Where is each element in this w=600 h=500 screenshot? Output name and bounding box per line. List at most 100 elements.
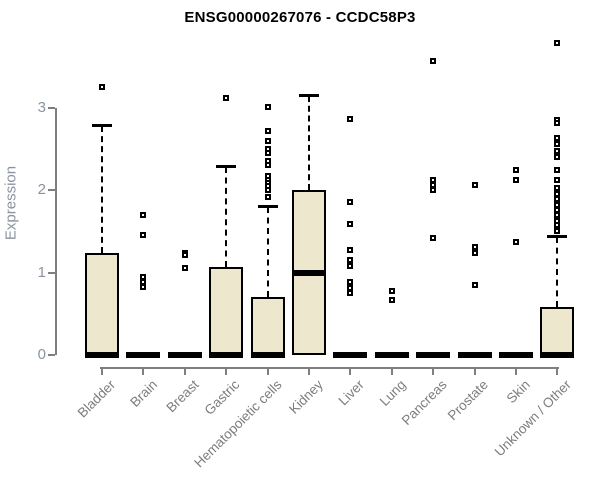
x-axis-tick xyxy=(349,369,352,375)
outlier-point xyxy=(347,198,354,205)
outlier-point xyxy=(554,154,561,161)
outlier-point xyxy=(554,134,561,141)
outlier-point xyxy=(554,147,561,154)
x-axis-tick xyxy=(308,369,310,375)
outlier-point xyxy=(388,287,395,294)
outlier-point xyxy=(181,264,188,271)
outlier-point xyxy=(554,196,561,203)
outlier-point xyxy=(554,166,561,173)
outlier-point xyxy=(554,184,561,191)
x-category-label-text: Skin xyxy=(503,377,533,407)
x-category-label-text: Prostate xyxy=(445,377,492,424)
whisker-cap xyxy=(299,93,319,97)
x-axis-tick xyxy=(473,369,476,375)
y-tick-label: 2 xyxy=(37,181,46,199)
whisker-cap xyxy=(547,235,568,239)
y-tick-label: 0 xyxy=(37,346,46,363)
outlier-point xyxy=(264,137,271,144)
outlier-point xyxy=(513,166,519,173)
y-axis-tick xyxy=(48,189,55,192)
y-axis-tick xyxy=(48,271,55,274)
whisker-line xyxy=(308,95,310,191)
y-tick-label: 1 xyxy=(37,263,46,281)
whisker-line xyxy=(556,237,559,308)
x-axis-tick xyxy=(515,369,517,375)
x-axis-tick xyxy=(556,369,559,375)
x-axis-tick xyxy=(390,369,393,375)
outlier-point xyxy=(140,212,147,219)
outlier-point xyxy=(388,296,395,303)
median-line xyxy=(209,352,244,358)
whisker-cap xyxy=(257,204,278,208)
outlier-point xyxy=(471,282,478,289)
x-axis-tick xyxy=(266,369,269,375)
outlier-point xyxy=(264,186,271,193)
outlier-point xyxy=(347,115,354,122)
outlier-point xyxy=(181,252,188,259)
median-line xyxy=(540,352,575,358)
outlier-point xyxy=(264,161,271,168)
outlier-point xyxy=(347,221,354,228)
whisker-line xyxy=(101,126,103,253)
outlier-point xyxy=(264,128,271,135)
x-category-label-text: Breast xyxy=(163,377,202,416)
x-category-label-text: Unknown / Other xyxy=(491,377,574,460)
median-line xyxy=(457,352,492,358)
x-axis-tick xyxy=(142,369,145,375)
outlier-point xyxy=(99,83,105,90)
outlier-point xyxy=(554,212,561,219)
outlier-point xyxy=(554,119,561,126)
x-category-label-text: Kidney xyxy=(285,377,326,417)
outlier-point xyxy=(140,278,147,285)
median-line xyxy=(333,352,368,358)
whisker-cap xyxy=(216,165,237,169)
outlier-point xyxy=(554,221,561,228)
outlier-point xyxy=(554,227,561,234)
x-axis-tick xyxy=(183,369,186,375)
y-axis-tick xyxy=(48,107,55,109)
outlier-point xyxy=(223,95,230,102)
median-line xyxy=(167,352,202,358)
median-line xyxy=(416,352,451,358)
x-axis-tick xyxy=(101,369,103,375)
outlier-point xyxy=(264,150,271,157)
x-category-label-text: Gastric xyxy=(201,377,243,418)
median-line xyxy=(85,352,119,358)
outlier-point xyxy=(430,58,437,65)
outlier-point xyxy=(471,244,478,251)
whisker-cap xyxy=(92,124,112,128)
outlier-point xyxy=(471,181,478,188)
outlier-point xyxy=(554,190,561,197)
outlier-point xyxy=(140,284,147,291)
median-line xyxy=(499,352,533,358)
outlier-point xyxy=(554,39,561,46)
outlier-point xyxy=(471,249,478,256)
median-line xyxy=(250,352,285,358)
outlier-point xyxy=(347,263,354,270)
box xyxy=(85,252,119,355)
x-category-label-text: Liver xyxy=(335,377,367,409)
outlier-point xyxy=(347,278,354,285)
x-axis-line xyxy=(100,367,559,369)
outlier-point xyxy=(264,193,271,200)
outlier-point xyxy=(513,239,519,246)
median-line xyxy=(374,352,409,358)
outlier-point xyxy=(554,176,561,183)
whisker-line xyxy=(225,167,228,267)
y-axis-tick xyxy=(48,354,55,356)
median-line xyxy=(126,352,161,358)
box xyxy=(540,307,575,355)
outlier-point xyxy=(347,246,354,253)
outlier-point xyxy=(554,141,561,148)
outlier-point xyxy=(140,231,147,238)
x-category-label-text: Bladder xyxy=(75,377,119,421)
box xyxy=(250,296,285,355)
x-axis-tick xyxy=(225,369,228,375)
outlier-point xyxy=(430,186,437,193)
x-axis-tick xyxy=(432,369,435,375)
outlier-point xyxy=(347,257,354,264)
whisker-line xyxy=(266,206,269,297)
